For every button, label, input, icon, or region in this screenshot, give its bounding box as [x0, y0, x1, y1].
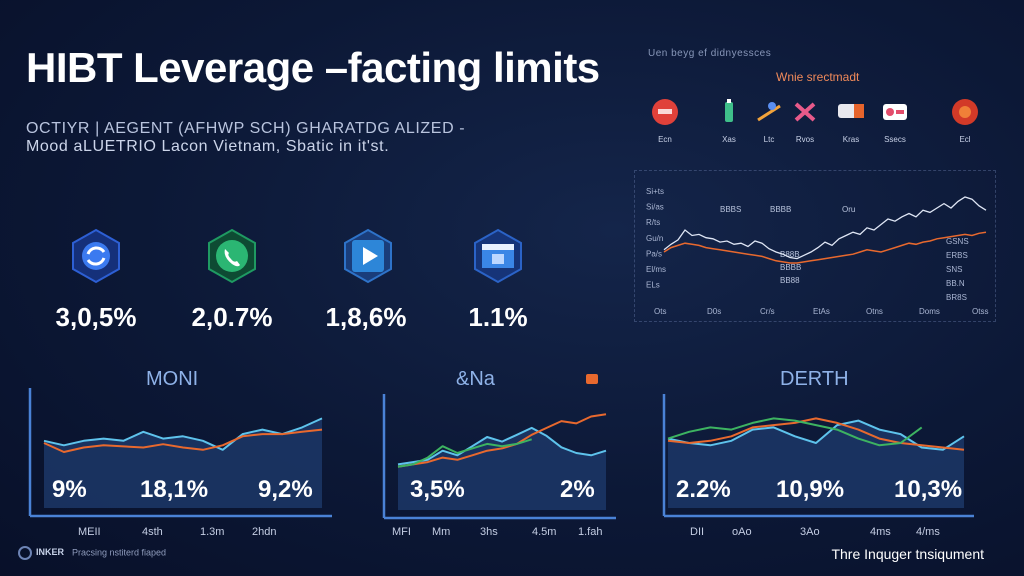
- chart-value: 10,9%: [776, 476, 845, 503]
- page-title: HIBT Leverage –facting limits: [26, 44, 600, 91]
- chart-title: MONI: [146, 368, 199, 390]
- brand-logo-icon: [18, 546, 32, 560]
- series-line: [667, 417, 923, 447]
- footer-right-text: Thre Inquger tnsiqument: [831, 546, 984, 562]
- footer-left-text: Pracsing nstiterd fiaped: [72, 547, 167, 558]
- ski-icon: [754, 98, 784, 126]
- series-line: [397, 413, 607, 468]
- play-icon: [340, 228, 396, 284]
- chart-value: 3,5%: [410, 476, 465, 503]
- series-line: [397, 426, 607, 466]
- x-tick: 1.3m: [200, 526, 225, 538]
- series-line: [397, 438, 532, 468]
- refresh-circle-icon: [68, 228, 124, 284]
- x-tick: 2hdn: [252, 526, 277, 538]
- series-line: [667, 417, 965, 451]
- kpi-value: 3,0,5%: [55, 302, 137, 332]
- chart-value: 9%: [52, 476, 87, 503]
- chart-icon: [880, 98, 910, 126]
- x-tick: 3Ao: [800, 526, 820, 538]
- series-line: [43, 417, 323, 451]
- x-tick: 4/ms: [916, 526, 940, 538]
- icon-label: Rvos: [795, 135, 815, 144]
- x-tick: MFI: [392, 526, 411, 538]
- icon-label: Ltc: [763, 135, 775, 144]
- chart-value: 18,1%: [140, 476, 209, 503]
- crab-icon: [950, 98, 980, 126]
- footer-left: INKER Pracsing nstiterd fiaped: [18, 546, 166, 560]
- chart-value: 9,2%: [258, 476, 313, 503]
- bottle-icon: [714, 98, 744, 126]
- chart-title: &Na: [456, 368, 495, 390]
- icon-label: Xas: [722, 135, 736, 144]
- kpi-value: 1,8,6%: [325, 302, 407, 332]
- icon-label: Ecn: [658, 135, 672, 144]
- flag-icon: [586, 374, 598, 384]
- tag-icon: [836, 98, 866, 126]
- x-tick: Mm: [432, 526, 451, 538]
- icon-label: Ecl: [959, 135, 971, 144]
- x-tick: oAo: [732, 526, 752, 538]
- chart-value: 10,3%: [894, 476, 963, 503]
- kpi-value: 2,0.7%: [191, 302, 273, 332]
- x-tick: DII: [690, 526, 705, 538]
- top-right-chart-frame: [634, 170, 996, 322]
- cross-icon: [790, 98, 820, 126]
- page-subtitle-line-2: Mood aLUETRIO Lacon Vietnam, Sbatic in i…: [26, 138, 390, 155]
- x-tick: 3hs: [480, 526, 498, 538]
- kpi-value: 1.1%: [468, 302, 528, 332]
- display-icon: [470, 228, 526, 284]
- chart-title: DERTH: [780, 368, 849, 390]
- x-tick: 4.5m: [532, 526, 557, 538]
- top-right-subtitle: Wnie srectmadt: [776, 70, 860, 84]
- x-tick: 1.fah: [578, 526, 603, 538]
- page-subtitle-line-1: OCTIYR | AEGENT (AFHWP SCH) GHARATDG ALI…: [26, 120, 466, 137]
- series-line: [667, 419, 965, 451]
- footer-brand: INKER: [36, 547, 65, 558]
- series-line: [43, 428, 323, 453]
- icon-label: Ssecs: [884, 135, 906, 144]
- chart-value: 2%: [560, 476, 595, 503]
- x-tick: 4ms: [870, 526, 891, 538]
- x-tick: MEII: [78, 526, 101, 538]
- red-circle-icon: [650, 98, 680, 126]
- top-right-title: Uen beyg ef didnyessces: [648, 48, 772, 59]
- phone-icon: [204, 228, 260, 284]
- x-tick: 4sth: [142, 526, 163, 538]
- chart-value: 2.2%: [676, 476, 731, 503]
- icon-label: Kras: [842, 135, 860, 144]
